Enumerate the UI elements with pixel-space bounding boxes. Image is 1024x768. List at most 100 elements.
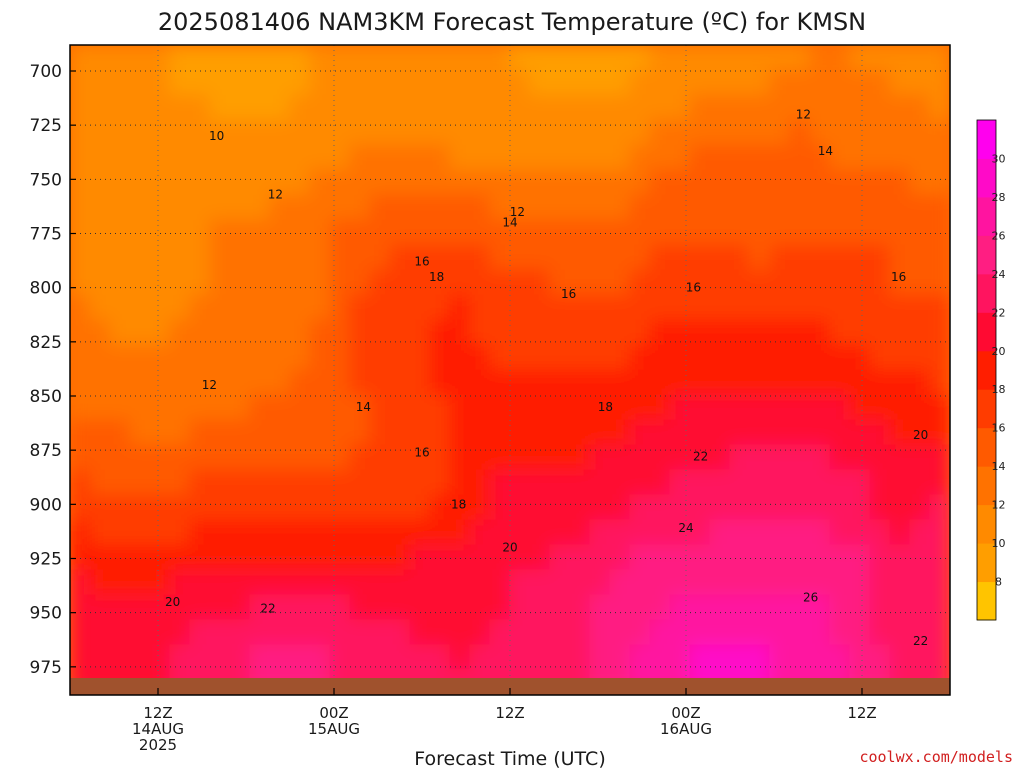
heat-cell <box>649 394 671 421</box>
heat-cell <box>749 519 771 546</box>
colorbar-label: 16 <box>992 422 1006 435</box>
heat-cell <box>249 319 271 346</box>
heat-cell <box>549 444 571 471</box>
heat-cell <box>829 394 851 421</box>
heat-cell <box>609 269 631 296</box>
heat-cell <box>569 369 591 396</box>
heat-cell <box>929 45 950 71</box>
heat-cell <box>289 119 311 146</box>
heat-cell <box>409 519 431 546</box>
heat-cell <box>349 244 371 271</box>
heat-cell <box>669 94 691 121</box>
heat-cell <box>789 69 811 96</box>
contour-label: 16 <box>891 270 906 284</box>
heat-cell <box>909 169 931 196</box>
heat-cell <box>249 219 271 246</box>
heat-cell <box>409 45 431 71</box>
heat-cell <box>749 219 771 246</box>
heat-cell <box>409 569 431 596</box>
heat-cell <box>889 619 911 646</box>
heat-cell <box>669 569 691 596</box>
heat-cell <box>669 469 691 496</box>
heat-cell <box>189 619 211 646</box>
heat-cell <box>429 444 451 471</box>
heat-cell <box>349 144 371 171</box>
heat-cell <box>929 119 950 146</box>
heat-cell <box>89 619 111 646</box>
heat-cell <box>389 94 411 121</box>
contour-label: 18 <box>598 400 613 414</box>
heat-cell <box>109 544 131 571</box>
heat-cell <box>309 94 331 121</box>
heat-cell <box>929 419 950 446</box>
y-tick-label: 850 <box>30 387 62 407</box>
heat-cell <box>509 194 531 221</box>
heat-cell <box>849 494 871 521</box>
heat-cell <box>509 494 531 521</box>
heat-cell <box>189 269 211 296</box>
heat-cell <box>869 569 891 596</box>
heat-cell <box>509 544 531 571</box>
colorbar-swatch <box>977 504 996 544</box>
heat-cell <box>529 469 551 496</box>
heat-cell <box>689 219 711 246</box>
heat-cell <box>229 444 251 471</box>
heat-cell <box>829 194 851 221</box>
heat-cell <box>909 444 931 471</box>
colorbar-swatch <box>977 196 996 236</box>
heat-cell <box>849 94 871 121</box>
heat-cell <box>589 319 611 346</box>
heat-cell <box>609 594 631 621</box>
heat-cell <box>109 644 131 671</box>
heat-cell <box>269 219 291 246</box>
heat-cell <box>129 619 151 646</box>
heat-cell <box>569 644 591 671</box>
heat-cell <box>429 94 451 121</box>
heat-cell <box>789 94 811 121</box>
heat-cell <box>729 194 751 221</box>
heat-cell <box>709 444 731 471</box>
heat-cell <box>609 119 631 146</box>
heat-cell <box>329 69 351 96</box>
heat-cell <box>489 45 511 71</box>
heat-cell <box>209 45 231 71</box>
heat-cell <box>229 294 251 321</box>
heat-cell <box>869 419 891 446</box>
heat-cell <box>909 244 931 271</box>
heat-cell <box>369 219 391 246</box>
heat-cell <box>669 144 691 171</box>
heat-cell <box>489 594 511 621</box>
heat-cell <box>569 269 591 296</box>
heat-cell <box>189 169 211 196</box>
heat-cell <box>309 494 331 521</box>
heat-cell <box>289 519 311 546</box>
heat-cell <box>209 319 231 346</box>
heat-cell <box>409 394 431 421</box>
heat-cell <box>229 94 251 121</box>
heat-cell <box>89 294 111 321</box>
heat-cell <box>469 144 491 171</box>
heat-cell <box>769 194 791 221</box>
heat-cell <box>309 344 331 371</box>
heat-cell <box>529 194 551 221</box>
heat-cell <box>269 444 291 471</box>
contour-label: 18 <box>451 497 466 511</box>
heat-cell <box>169 94 191 121</box>
heat-cell <box>889 594 911 621</box>
heat-cell <box>289 144 311 171</box>
heat-cell <box>749 119 771 146</box>
heat-cell <box>329 519 351 546</box>
heat-cell <box>649 169 671 196</box>
heat-cell <box>509 644 531 671</box>
heat-cell <box>929 619 950 646</box>
heat-cell <box>429 594 451 621</box>
heat-cell <box>309 444 331 471</box>
heat-cell <box>849 594 871 621</box>
heat-cell <box>549 619 571 646</box>
heat-cell <box>349 519 371 546</box>
heat-cell <box>629 45 651 71</box>
heat-cell <box>589 94 611 121</box>
heat-cell <box>489 519 511 546</box>
heat-cell <box>89 369 111 396</box>
heat-cell <box>169 294 191 321</box>
